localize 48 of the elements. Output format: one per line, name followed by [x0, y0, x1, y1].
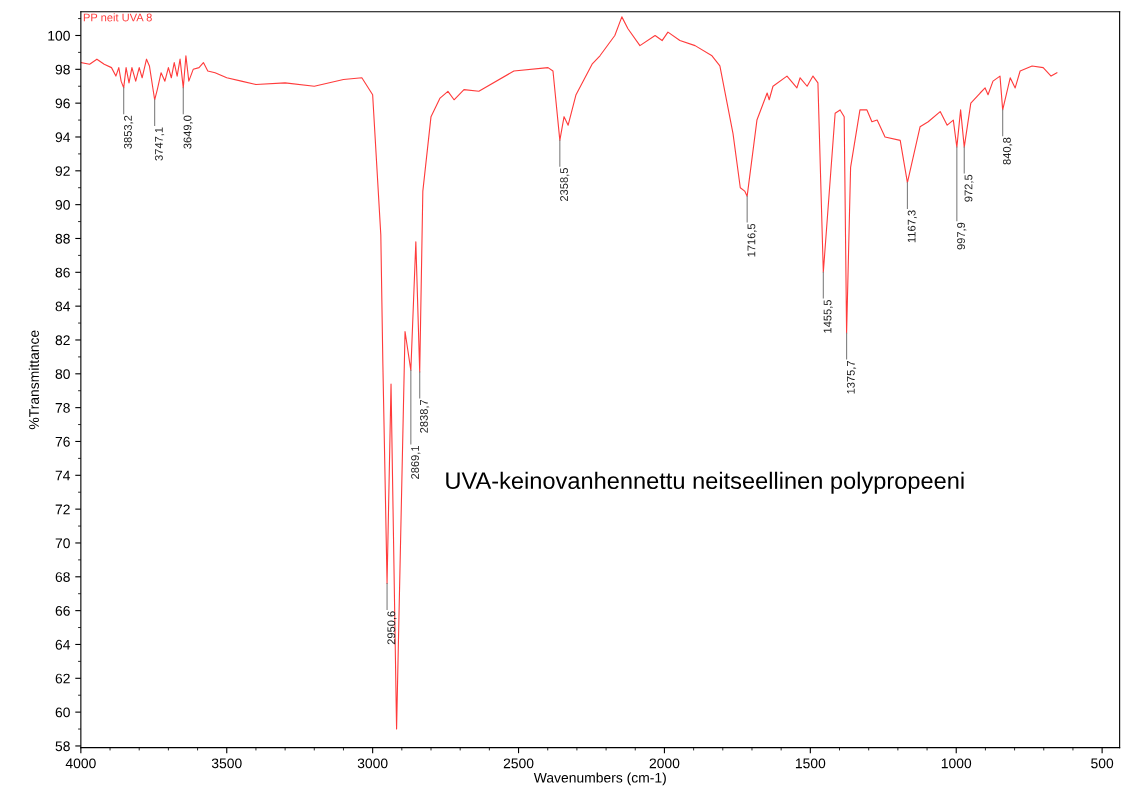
y-tick-label: 76	[55, 436, 70, 447]
y-tick-label: 64	[55, 639, 71, 650]
annotation: 3747,1	[154, 127, 165, 161]
annotation: 2950,6	[387, 611, 397, 645]
x-tick-label: 3000	[357, 758, 388, 769]
y-tick-label: 72	[55, 504, 70, 515]
y-tick-label: 90	[55, 199, 70, 210]
y-tick-label: 82	[55, 335, 70, 346]
y-tick-label: 60	[55, 707, 70, 718]
annotation: UVA-keinovanhennettu neitseellinen polypropeeni	[446, 471, 964, 494]
annotation: 840,8	[1002, 137, 1013, 165]
annotation: 1716,5	[747, 223, 757, 257]
annotation: 2838,7	[420, 399, 430, 433]
x-tick-label: 1000	[941, 758, 972, 769]
y-tick-label: 70	[55, 538, 70, 549]
x-axis-title: Wavenumbers (cm-1)	[533, 772, 666, 786]
x-tick-label: 2000	[649, 758, 680, 769]
y-tick-label: 86	[55, 267, 70, 278]
y-tick-label: 68	[55, 572, 70, 582]
y-tick-label: 78	[55, 402, 70, 413]
y-tick-label: 92	[55, 166, 70, 176]
annotation: 3853,2	[123, 115, 134, 149]
x-tick-label: 4000	[65, 758, 96, 769]
annotation: 1455,5	[823, 300, 833, 333]
y-tick-label: 66	[55, 605, 70, 616]
annotation: 2358,5	[560, 168, 570, 202]
y-axis-title: %Transmittance	[28, 330, 39, 430]
y-tick-label: 74	[55, 470, 71, 481]
annotation: 1375,7	[846, 360, 857, 394]
text: PP neit UVA 8	[83, 13, 152, 22]
y-tick-label: 80	[55, 369, 70, 379]
x-tick-label: 3500	[211, 758, 242, 769]
y-tick-label: 84	[55, 301, 71, 312]
annotation: 3649,0	[183, 115, 193, 149]
annotation: 972,5	[964, 174, 974, 202]
x-tick-label: 2500	[503, 758, 534, 769]
x-tick-label: 1500	[795, 758, 826, 769]
y-tick-label: 62	[55, 673, 70, 684]
y-tick-label: 88	[55, 233, 70, 244]
annotation: 1167,3	[907, 210, 917, 243]
y-tick-label: 98	[55, 64, 70, 75]
y-tick-label: 100	[48, 30, 70, 41]
y-tick-label: 96	[55, 98, 70, 109]
annotation: 2869,1	[411, 446, 421, 479]
x-tick-label: 500	[1091, 758, 1114, 769]
y-tick-label: 58	[55, 741, 70, 752]
y-tick-label: 94	[55, 132, 71, 143]
annotation: 997,9	[957, 222, 967, 250]
